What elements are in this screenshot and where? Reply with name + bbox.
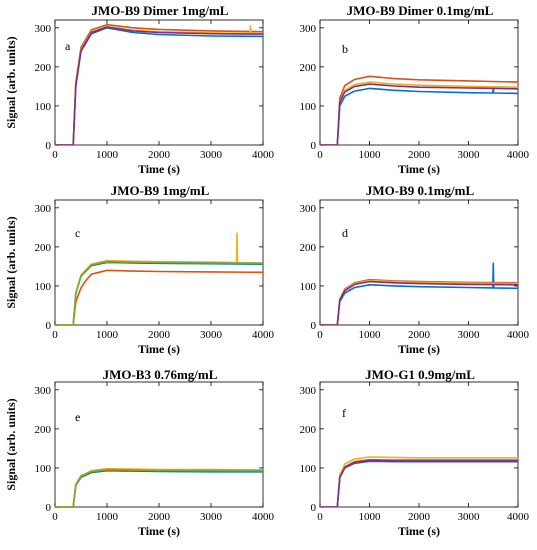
panel-title: JMO-B9 Dimer 1mg/mL (92, 3, 229, 18)
x-axis-label: Time (s) (138, 342, 180, 356)
panel-e: JMO-B3 0.76mg/mL e 0 1000 2000 3000 4000 0 100 20… (4, 367, 275, 538)
y-tick-label: 300 (300, 23, 317, 35)
x-tick-label: 3000 (200, 511, 223, 523)
x-tick-label: 3000 (200, 149, 223, 161)
series-line-2 (55, 269, 263, 325)
y-tick-label: 200 (35, 62, 52, 74)
x-tick-label: 2000 (408, 511, 431, 523)
x-tick-label: 4000 (507, 511, 530, 523)
x-tick-label: 2000 (408, 149, 431, 161)
x-tick-label: 0 (317, 329, 323, 341)
y-tick-label: 200 (35, 424, 52, 436)
panel-b: JMO-B9 Dimer 0.1mg/mL b 0 1000 2000 3000 4000 0… (300, 3, 530, 176)
panel-title: JMO-B3 0.76mg/mL (103, 367, 218, 382)
x-tick-label: 3000 (458, 149, 481, 161)
x-tick-label: 4000 (507, 329, 530, 341)
x-tick-label: 0 (317, 149, 323, 161)
x-axis-label: Time (s) (398, 162, 440, 176)
series-line-4 (320, 280, 518, 325)
series-line-4 (55, 26, 263, 145)
y-tick-label: 200 (300, 242, 317, 254)
panel-title: JMO-B9 0.1mg/mL (366, 183, 475, 198)
panel-title: JMO-G1 0.9mg/mL (365, 367, 475, 382)
plot-frame (54, 381, 264, 508)
plot-frame (319, 199, 519, 326)
x-tick-label: 0 (52, 149, 58, 161)
y-tick-label: 200 (300, 62, 317, 74)
y-tick-label: 0 (46, 140, 52, 152)
y-tick-label: 100 (300, 101, 317, 113)
series-line-4 (55, 468, 263, 507)
series-line-2 (55, 23, 263, 145)
y-tick-label: 300 (300, 203, 317, 215)
panel-letter: d (342, 226, 348, 240)
panel-letter: c (75, 226, 80, 240)
y-tick-label: 100 (35, 101, 52, 113)
y-tick-label: 300 (35, 203, 52, 215)
plot-frame (319, 19, 519, 146)
y-tick-label: 0 (311, 320, 317, 332)
panel-letter: a (65, 39, 71, 53)
panel-d: JMO-B9 0.1mg/mL d 0 1000 2000 3000 4000 0 100 200… (300, 183, 530, 356)
x-tick-label: 2000 (148, 149, 171, 161)
y-tick-label: 100 (300, 281, 317, 293)
x-axis-label: Time (s) (138, 524, 180, 538)
y-tick-label: 100 (35, 281, 52, 293)
y-tick-label: 0 (46, 320, 52, 332)
x-axis-label: Time (s) (138, 162, 180, 176)
y-tick-label: 100 (35, 463, 52, 475)
x-tick-label: 4000 (507, 149, 530, 161)
panel-title: JMO-B9 Dimer 0.1mg/mL (347, 3, 494, 18)
x-tick-label: 3000 (458, 511, 481, 523)
x-tick-label: 0 (52, 511, 58, 523)
series-line-2 (320, 75, 518, 145)
x-axis-label: Time (s) (398, 342, 440, 356)
y-tick-label: 300 (35, 23, 52, 35)
panel-f: JMO-G1 0.9mg/mL f 0 1000 2000 3000 4000 0 100 200… (300, 367, 530, 538)
x-tick-label: 1000 (359, 511, 382, 523)
y-tick-label: 300 (300, 385, 317, 397)
x-axis-label: Time (s) (398, 524, 440, 538)
panel-c: JMO-B9 1mg/mL c 0 1000 2000 3000 4000 0 100 200 30… (4, 183, 275, 356)
series-line-3 (320, 456, 518, 507)
series-line-4 (55, 260, 263, 325)
series-line-4 (320, 459, 518, 507)
y-axis-label: Signal (arb. units) (4, 216, 18, 308)
x-tick-label: 1000 (96, 149, 119, 161)
x-tick-label: 2000 (408, 329, 431, 341)
x-tick-label: 1000 (96, 329, 119, 341)
panel-letter: f (342, 406, 346, 420)
x-tick-label: 4000 (252, 511, 275, 523)
x-tick-label: 4000 (252, 329, 275, 341)
series-line-3 (320, 81, 518, 145)
y-tick-label: 200 (300, 424, 317, 436)
x-tick-label: 1000 (96, 511, 119, 523)
x-tick-label: 3000 (200, 329, 223, 341)
panel-title: JMO-B9 1mg/mL (111, 183, 210, 198)
x-tick-label: 2000 (148, 329, 171, 341)
panel-letter: b (342, 42, 348, 56)
plot-frame (54, 19, 264, 146)
y-tick-label: 0 (311, 502, 317, 514)
x-tick-label: 0 (317, 511, 323, 523)
panel-a: JMO-B9 Dimer 1mg/mL a 0 1000 2000 3000 4000 0 10… (4, 3, 275, 176)
y-axis-label: Signal (arb. units) (4, 36, 18, 128)
y-tick-label: 100 (300, 463, 317, 475)
series-line-4 (320, 83, 518, 145)
y-tick-label: 200 (35, 242, 52, 254)
panel-letter: e (75, 410, 80, 424)
x-tick-label: 1000 (359, 329, 382, 341)
y-tick-label: 300 (35, 385, 52, 397)
x-tick-label: 3000 (458, 329, 481, 341)
x-tick-label: 4000 (252, 149, 275, 161)
x-tick-label: 2000 (148, 511, 171, 523)
y-tick-label: 0 (311, 140, 317, 152)
x-tick-label: 0 (52, 329, 58, 341)
x-tick-label: 1000 (359, 149, 382, 161)
y-axis-label: Signal (arb. units) (4, 398, 18, 490)
plot-frame (319, 381, 519, 508)
y-tick-label: 0 (46, 502, 52, 514)
